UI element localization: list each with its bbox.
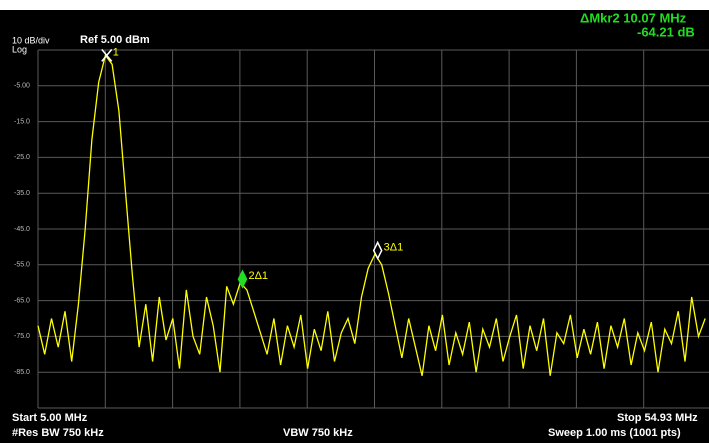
start-label: Start 5.00 MHz	[12, 412, 88, 424]
y-tick-label: -45.0	[14, 226, 30, 233]
rbw-label: #Res BW 750 kHz	[12, 427, 104, 439]
marker-label: 3Δ1	[384, 241, 404, 253]
y-tick-label: -85.0	[14, 369, 30, 376]
y-tick-label: -75.0	[14, 333, 30, 340]
ref-label: Ref 5.00 dBm	[80, 34, 150, 46]
marker-label: 2Δ1	[248, 270, 268, 282]
marker-label: 1	[113, 46, 119, 58]
y-tick-label: -5.00	[14, 83, 30, 90]
stop-label: Stop 54.93 MHz	[617, 412, 698, 424]
y-tick-label: -15.0	[14, 118, 30, 125]
delta-marker-level: -64.21 dB	[637, 24, 695, 39]
marker	[372, 240, 383, 261]
y-tick-label: -65.0	[14, 297, 30, 304]
delta-marker-freq: ΔMkr2 10.07 MHz	[580, 10, 687, 25]
vbw-label: VBW 750 kHz	[283, 427, 353, 439]
y-tick-label: -35.0	[14, 190, 30, 197]
trace	[37, 53, 706, 376]
scale-label: 10 dB/div	[12, 35, 50, 45]
marker	[237, 269, 248, 289]
sweep-label: Sweep 1.00 ms (1001 pts)	[548, 427, 681, 439]
screen-bg	[0, 10, 709, 443]
y-tick-label: -55.0	[14, 262, 30, 269]
y-tick-label: -25.0	[14, 154, 30, 161]
mode-label: Log	[12, 44, 27, 54]
marker	[101, 48, 113, 62]
